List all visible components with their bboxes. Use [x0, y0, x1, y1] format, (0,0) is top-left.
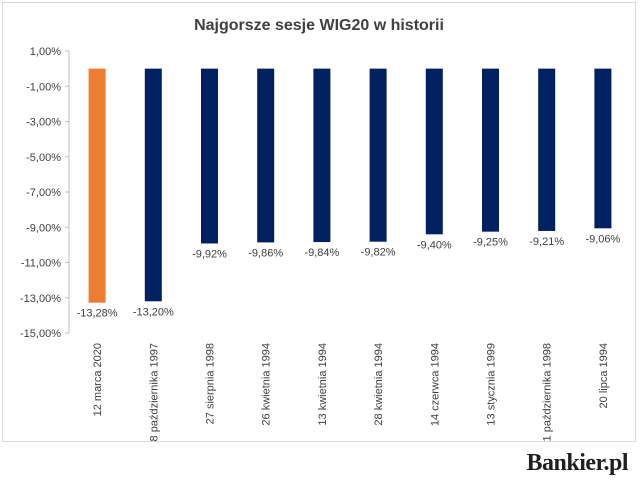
bar — [88, 68, 106, 303]
y-tick-label: -5,00% — [26, 152, 61, 164]
x-tick-label: 13 kwietnia 1994 — [317, 343, 329, 426]
bar — [201, 68, 218, 244]
y-tick-label: -13,00% — [20, 293, 61, 305]
bankier-logo: Bankier.pl — [526, 450, 629, 476]
x-tick-label: 14 czerwca 1994 — [429, 343, 441, 426]
bar — [369, 68, 387, 242]
y-tick-label: 1,00% — [30, 46, 61, 58]
chart-title: Najgorsze sesje WIG20 w historii — [194, 17, 444, 34]
bar — [538, 68, 556, 231]
y-tick-label: -9,00% — [26, 222, 61, 234]
x-tick-label: 26 kwietnia 1994 — [261, 343, 273, 426]
y-tick-label: -11,00% — [21, 258, 61, 270]
y-axis: 1,00% -1,00% -3,00% -5,00% -7,00% -9,00% -11,0… — [20, 46, 70, 340]
data-labels: -13,28% -13,20% -9,92% -9,86% -9,84% -9,82% -9… — [77, 233, 621, 319]
y-tick-label: -3,00% — [26, 117, 61, 129]
x-tick-label: 12 marca 2020 — [92, 343, 104, 416]
data-label: -13,28% — [77, 308, 118, 320]
x-tick-label: 28 października 1997 — [148, 343, 160, 441]
x-tick-label: 20 lipca 1994 — [598, 343, 610, 408]
bar — [313, 68, 331, 243]
data-label: -9,92% — [192, 248, 227, 260]
x-axis-labels: 12 marca 2020 28 października 1997 27 sier… — [92, 343, 610, 441]
x-tick-label: 28 kwietnia 1994 — [373, 343, 385, 426]
x-tick-label: 27 sierpnia 1998 — [205, 343, 217, 424]
data-label: -9,25% — [473, 237, 508, 249]
data-label: -9,86% — [248, 247, 283, 259]
x-tick-label: 1 października 1998 — [542, 343, 554, 441]
data-label: -9,40% — [417, 239, 452, 251]
chart-frame: Najgorsze sesje WIG20 w historii 1,00% -1… — [2, 2, 636, 442]
bars — [88, 68, 612, 303]
data-label: -13,20% — [133, 306, 174, 318]
y-tick-label: -15,00% — [20, 328, 61, 340]
bar — [425, 68, 443, 235]
bar — [144, 68, 162, 302]
data-label: -9,06% — [585, 233, 620, 245]
bar — [594, 68, 612, 229]
bar — [257, 68, 275, 243]
bar — [482, 68, 499, 232]
y-tick-label: -1,00% — [26, 81, 61, 93]
data-label: -9,21% — [529, 236, 564, 248]
y-tick-label: -7,00% — [26, 187, 61, 199]
bar-chart: Najgorsze sesje WIG20 w historii 1,00% -1… — [20, 17, 621, 441]
data-label: -9,84% — [304, 247, 339, 259]
x-tick-label: 13 stycznia 1999 — [486, 343, 498, 426]
data-label: -9,82% — [361, 247, 396, 259]
